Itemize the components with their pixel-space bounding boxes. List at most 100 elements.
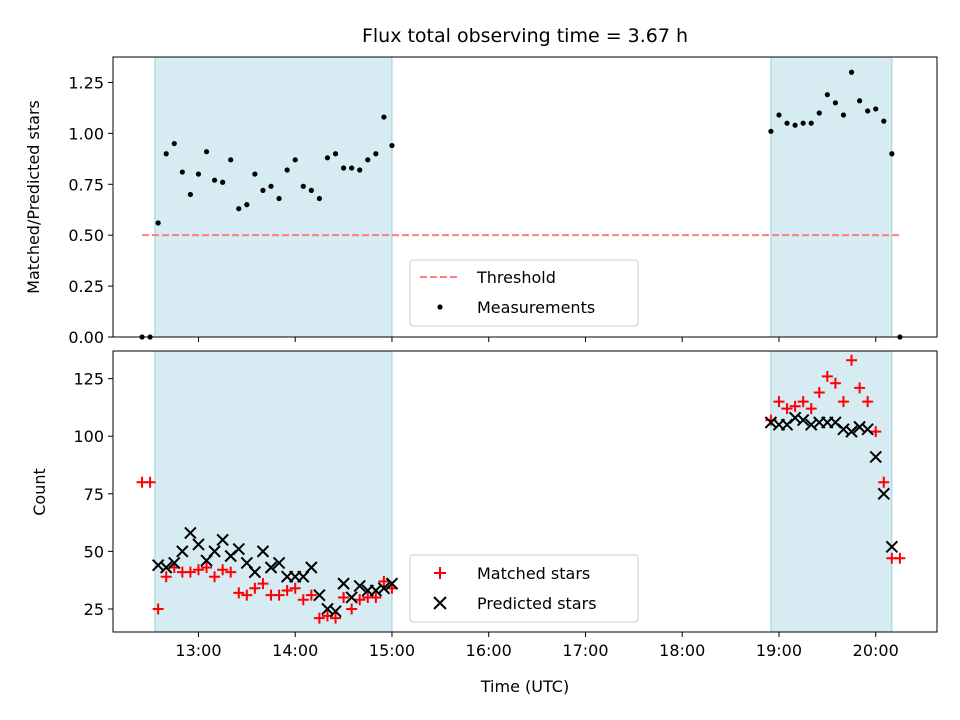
- matched-star-point: [878, 476, 890, 488]
- predicted-star-point: [337, 577, 350, 590]
- matched-star-point: [249, 582, 261, 594]
- measurement-point: [848, 69, 855, 75]
- predicted-star-point: [837, 423, 850, 436]
- y-tick-label: 125: [73, 370, 104, 389]
- measurement-point: [389, 142, 395, 149]
- legend-measurements-label: Measurements: [477, 298, 595, 317]
- matched-star-point: [370, 591, 382, 603]
- measurement-point: [840, 112, 847, 118]
- x-axis-label: Time (UTC): [480, 677, 569, 696]
- measurement-point: [308, 187, 314, 193]
- measurement-point: [776, 112, 782, 118]
- matched-star-point: [160, 571, 172, 583]
- measurement-point: [357, 167, 363, 173]
- x-tick-label: 14:00: [272, 641, 318, 660]
- measurement-point: [832, 100, 839, 106]
- measurement-point: [220, 179, 226, 185]
- legend-predicted-swatch: [433, 596, 447, 610]
- measurement-point: [316, 195, 323, 202]
- measurement-point: [332, 151, 339, 157]
- measurement-point: [171, 140, 177, 147]
- bottom-y-axis: 25 50 75 100 125: [73, 370, 113, 619]
- measurement-point: [179, 169, 185, 175]
- measurement-point: [792, 122, 798, 128]
- y-tick-label: 25: [84, 600, 104, 619]
- matched-star-point: [305, 589, 317, 601]
- matched-star-point: [330, 612, 342, 624]
- measurement-point: [300, 183, 306, 189]
- x-tick-label: 16:00: [466, 641, 512, 660]
- measurement-point: [881, 118, 887, 124]
- matched-star-point: [854, 382, 866, 394]
- measurement-point: [340, 165, 347, 171]
- predicted-star-point: [264, 561, 278, 574]
- predicted-star-point: [385, 577, 399, 590]
- legend-matched-label: Matched stars: [477, 564, 590, 583]
- predicted-star-point: [329, 605, 342, 618]
- measurement-point: [800, 120, 806, 126]
- measurement-point: [203, 149, 210, 155]
- x-tick-label: 18:00: [659, 641, 705, 660]
- matched-star-point: [797, 396, 809, 408]
- measurement-point: [784, 120, 790, 126]
- predicted-star-point: [168, 556, 181, 570]
- top-x-axis: [197, 337, 877, 342]
- matched-star-point: [241, 589, 253, 601]
- measurement-point: [276, 195, 282, 202]
- top-panel: 0.00 0.25 0.50 0.75 1.00 1.25 Matched/Predict…: [24, 56, 938, 347]
- measurement-point: [365, 157, 371, 163]
- predicted-star-point: [845, 425, 858, 438]
- matched-star-point: [184, 566, 196, 578]
- predicted-star-point: [248, 565, 262, 579]
- matched-star-point: [829, 377, 841, 389]
- predicted-star-point: [377, 582, 391, 595]
- matched-star-point: [225, 566, 237, 578]
- predicted-star-point: [305, 561, 318, 574]
- legend-threshold-label: Threshold: [476, 268, 556, 287]
- predicted-star-point: [321, 602, 334, 616]
- matched-star-point: [209, 571, 221, 583]
- bottom-axes-frame: [112, 350, 938, 633]
- predicted-star-point: [216, 533, 229, 547]
- matched-star-point: [233, 587, 245, 599]
- measurement-point: [324, 155, 331, 161]
- measurement-point: [252, 171, 258, 177]
- measurement-point: [865, 108, 871, 114]
- legend-predicted-label: Predicted stars: [477, 594, 597, 613]
- top-axes-frame: [112, 56, 938, 338]
- matched-star-point: [281, 585, 293, 597]
- predicted-star-point: [345, 591, 358, 604]
- measurement-point: [284, 167, 290, 173]
- legend-measurements-swatch: [437, 304, 443, 310]
- predicted-star-point: [272, 556, 286, 570]
- matched-star-point: [805, 403, 817, 415]
- predicted-star-point: [256, 545, 270, 558]
- predicted-star-point: [313, 588, 326, 602]
- matched-star-point: [313, 612, 325, 624]
- predicted-star-point: [160, 561, 173, 574]
- measurement-point: [808, 120, 814, 126]
- matched-star-point: [346, 603, 358, 615]
- measurement-point: [163, 151, 169, 157]
- predicted-star-point: [877, 487, 890, 501]
- measurement-point: [211, 177, 218, 183]
- matched-star-point: [846, 354, 858, 366]
- measurement-point: [244, 202, 250, 208]
- predicted-star-point: [232, 542, 245, 556]
- y-tick-label: 1.00: [68, 124, 104, 143]
- predicted-star-point: [208, 545, 221, 558]
- matched-star-point: [894, 552, 906, 564]
- predicted-star-point: [805, 418, 818, 431]
- matched-star-point: [201, 562, 213, 574]
- y-tick-label: 0.75: [68, 175, 104, 194]
- predicted-star-point: [764, 416, 778, 429]
- matched-star-point: [217, 564, 229, 576]
- y-tick-label: 75: [84, 485, 104, 504]
- measurement-point: [187, 191, 194, 198]
- matched-star-point: [192, 564, 204, 576]
- shaded-interval: [154, 56, 393, 338]
- y-tick-label: 50: [84, 542, 104, 561]
- matched-star-point: [378, 575, 390, 587]
- measurement-point: [292, 157, 298, 163]
- measurement-point: [873, 106, 879, 112]
